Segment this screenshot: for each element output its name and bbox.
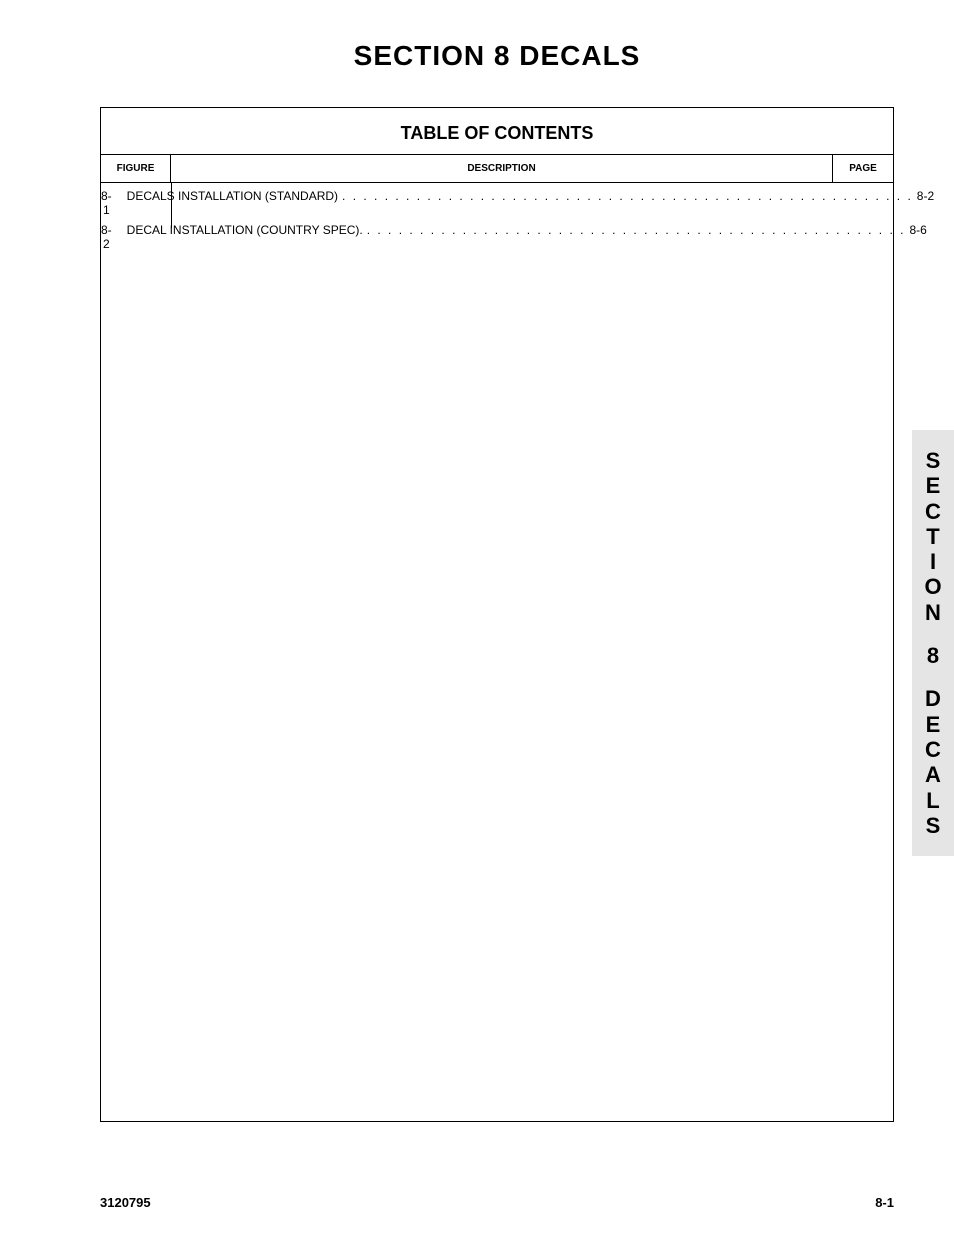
toc-body: 8-1 DECALS INSTALLATION (STANDARD) . . .…: [101, 183, 893, 254]
side-tab: S E C T I O N 8 D E C A L S: [912, 430, 954, 856]
toc-row-figure: 8-1: [101, 189, 112, 217]
toc-row: 8-2 DECAL INSTALLATION (COUNTRY SPEC). .…: [101, 220, 893, 254]
footer-left: 3120795: [100, 1195, 151, 1210]
toc-row-desc: DECALS INSTALLATION (STANDARD) . . . . .…: [112, 189, 954, 217]
toc-header-page: PAGE: [833, 155, 893, 182]
footer-right: 8-1: [875, 1195, 894, 1210]
toc-container: TABLE OF CONTENTS FIGURE DESCRIPTION PAG…: [100, 107, 894, 1122]
toc-row: 8-1 DECALS INSTALLATION (STANDARD) . . .…: [101, 183, 893, 220]
footer: 3120795 8-1: [100, 1195, 894, 1210]
toc-divider: [171, 183, 172, 228]
toc-row-page: 8-6: [909, 223, 938, 237]
side-tab-label: D E C A L S: [912, 686, 954, 838]
toc-row-desc: DECAL INSTALLATION (COUNTRY SPEC). . . .…: [112, 223, 949, 251]
toc-header-description: DESCRIPTION: [171, 155, 833, 182]
toc-row-desc-text: DECAL INSTALLATION (COUNTRY SPEC).: [127, 223, 363, 237]
section-title: SECTION 8 DECALS: [100, 40, 894, 72]
page-container: SECTION 8 DECALS TABLE OF CONTENTS FIGUR…: [0, 0, 954, 1235]
toc-dots: . . . . . . . . . . . . . . . . . . . . …: [338, 189, 917, 203]
toc-row-page: 8-2: [917, 189, 946, 203]
toc-title: TABLE OF CONTENTS: [101, 108, 893, 154]
toc-row-figure: 8-2: [101, 223, 112, 251]
toc-header-figure: FIGURE: [101, 155, 171, 182]
toc-dots: . . . . . . . . . . . . . . . . . . . . …: [363, 223, 910, 237]
side-tab-section: S E C T I O N: [912, 448, 954, 625]
side-tab-number: 8: [912, 643, 954, 668]
toc-row-desc-text: DECALS INSTALLATION (STANDARD): [127, 189, 338, 203]
toc-header-row: FIGURE DESCRIPTION PAGE: [101, 154, 893, 183]
